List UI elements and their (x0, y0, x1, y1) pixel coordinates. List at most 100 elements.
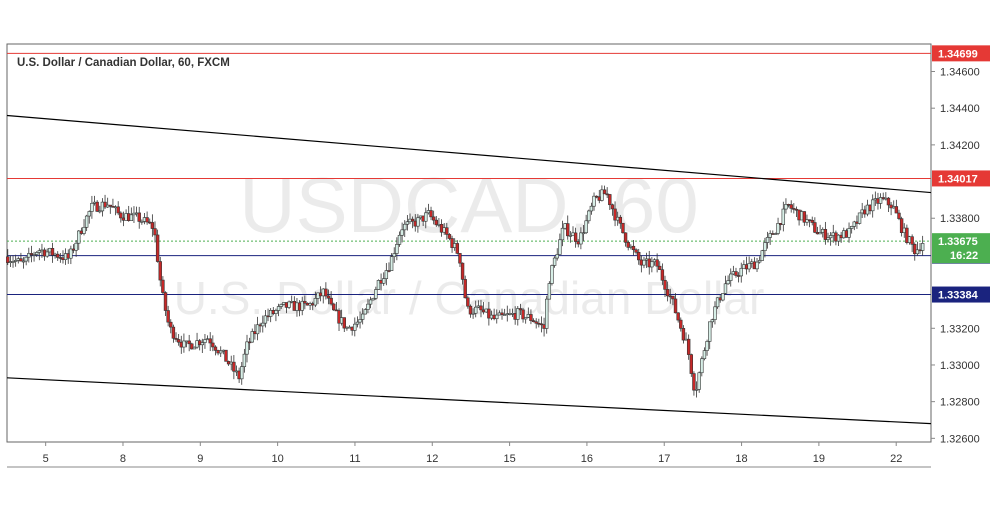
candle-body (673, 298, 678, 314)
y-tick-label: 1.33200 (940, 323, 980, 335)
candle-body (263, 315, 268, 324)
candle-body (224, 349, 228, 362)
candle-body (579, 232, 583, 245)
candle-body (155, 234, 160, 262)
x-tick-label: 19 (813, 453, 825, 465)
candle-body (424, 212, 428, 222)
y-tick-label: 1.34400 (940, 103, 980, 115)
candle-body (77, 230, 81, 244)
candle-body (431, 216, 436, 221)
candle-body (713, 306, 717, 320)
candle-body (768, 233, 772, 238)
candle-body (755, 261, 759, 270)
candle-body (103, 201, 107, 208)
candle-body (403, 223, 407, 231)
candle-body (847, 228, 851, 238)
candle-body (213, 346, 218, 351)
candle-body (637, 251, 641, 261)
candle-body (792, 208, 796, 210)
candle-body (886, 197, 891, 206)
candle-body (27, 253, 31, 258)
candle-body (681, 328, 686, 341)
candle-body (870, 199, 875, 212)
trendline (6, 114, 932, 194)
candle-body (332, 303, 336, 311)
candle-body (905, 227, 909, 243)
candle-body (358, 319, 362, 323)
candle-body (558, 239, 562, 255)
candle-body (474, 306, 478, 314)
candle-body (171, 326, 176, 339)
candle-body (776, 223, 780, 234)
candle-body (450, 238, 454, 248)
candle-body (187, 340, 191, 345)
candle-body (894, 206, 899, 214)
candle-body (56, 253, 60, 258)
candle-body (395, 244, 399, 254)
candle-body (676, 312, 680, 321)
candle-body (739, 267, 743, 277)
candle-body (150, 222, 155, 229)
candle-body (823, 229, 828, 240)
candle-body (279, 304, 283, 307)
candle-body (455, 243, 460, 254)
candle-body (21, 260, 26, 263)
candle-body (721, 293, 725, 301)
candle-body (389, 256, 394, 271)
candle-body (261, 322, 265, 327)
candle-body (376, 280, 381, 290)
x-tick-label: 8 (120, 453, 126, 465)
candle-body (663, 279, 667, 290)
candle-body (232, 361, 236, 372)
candle-body (621, 222, 625, 234)
candle-body (589, 205, 594, 212)
candle-body (460, 262, 465, 280)
candle-body (534, 321, 538, 324)
candle-body (45, 251, 49, 257)
candle-body (458, 253, 462, 264)
candle-body (37, 250, 42, 253)
candle-body (665, 289, 670, 297)
candle-body (98, 210, 102, 213)
candle-body (694, 389, 699, 391)
candle-body (715, 297, 720, 308)
candle-body (660, 269, 665, 281)
level-price-label: 1.34699 (938, 48, 978, 60)
candle-body (710, 319, 715, 323)
candle-body (392, 253, 396, 257)
candle-body (531, 320, 536, 323)
candle-body (200, 342, 205, 346)
level-price-label: 1.34017 (938, 173, 978, 185)
candle-body (190, 343, 194, 350)
candle-body (600, 189, 604, 201)
candle-body (773, 233, 778, 235)
candle-body (757, 260, 762, 263)
candle-body (274, 310, 278, 314)
candle-body (658, 265, 662, 270)
candle-body (642, 259, 646, 266)
candle-body (613, 208, 617, 221)
x-tick-label: 12 (426, 453, 438, 465)
candle-body (387, 270, 391, 272)
candle-body (447, 234, 452, 239)
y-tick-label: 1.34600 (940, 67, 980, 79)
level-price-label-bg (932, 45, 990, 62)
candle-body (29, 253, 34, 256)
candle-body (463, 279, 467, 299)
candle-body (371, 298, 375, 301)
candle-body (382, 278, 386, 284)
candle-body (671, 295, 675, 300)
candle-body (337, 310, 341, 324)
candle-body (573, 232, 578, 242)
candle-body (487, 308, 491, 319)
countdown-label: 16:22 (950, 250, 978, 262)
candle-body (366, 303, 370, 310)
candle-body (692, 373, 696, 391)
trendline (6, 377, 932, 425)
candle-body (471, 312, 475, 315)
candle-body (137, 212, 141, 222)
candle-body (69, 248, 73, 259)
candle-body (169, 321, 173, 328)
candle-body (374, 289, 378, 299)
